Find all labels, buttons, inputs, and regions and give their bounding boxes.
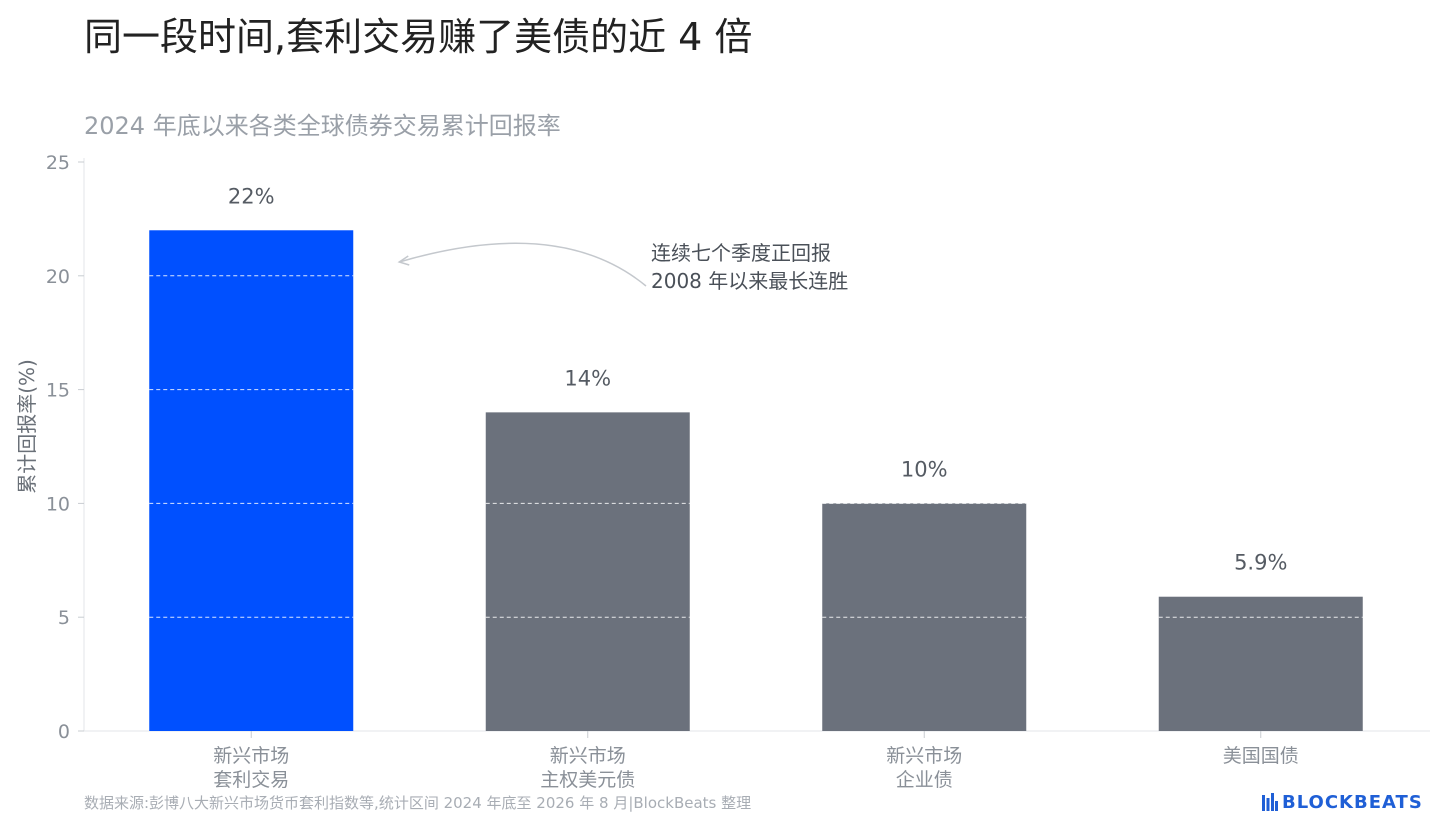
data-label-1: 22% (228, 184, 275, 208)
x-tick-label: 新兴市场 (886, 745, 962, 767)
x-tick-label: 美国国债 (1223, 745, 1299, 767)
data-label-4: 5.9% (1234, 551, 1287, 575)
chart-title: 同一段时间,套利交易赚了美债的近 4 倍 (84, 15, 753, 59)
x-tick-label: 新兴市场 (550, 745, 626, 767)
bar-2 (485, 412, 690, 731)
annotation-arrowhead (397, 255, 410, 266)
bar-4 (1158, 596, 1363, 731)
x-tick-label: 企业债 (896, 769, 953, 791)
bar-1 (149, 230, 354, 731)
data-label-2: 14% (564, 366, 611, 390)
annotation-text-line-2: 2008 年以来最长连胜 (651, 269, 848, 293)
brand-logo: BLOCKBEATS (1262, 792, 1423, 813)
y-axis-label: 累计回报率(%) (15, 359, 39, 494)
plot-area: 0510152025累计回报率(%)22%新兴市场套利交易14%新兴市场主权美元… (15, 152, 1430, 791)
source-footnote: 数据来源:彭博八大新兴市场货币套利指数等,统计区间 2024 年底至 2026 … (84, 794, 752, 812)
annotation-text-line-1: 连续七个季度正回报 (651, 241, 831, 265)
x-tick-label: 新兴市场 (213, 745, 289, 767)
y-tick-label: 25 (46, 152, 70, 174)
blockbeats-logo-icon (1262, 792, 1278, 811)
y-tick-label: 15 (46, 380, 70, 402)
data-label-3: 10% (901, 457, 948, 481)
x-tick-label: 主权美元债 (540, 769, 635, 791)
annotation-arrow (399, 242, 647, 287)
y-tick-label: 5 (58, 607, 70, 629)
brand-name: BLOCKBEATS (1282, 792, 1423, 813)
chart-subtitle: 2024 年底以来各类全球债券交易累计回报率 (84, 112, 561, 140)
y-tick-label: 0 (58, 721, 70, 743)
y-tick-label: 20 (46, 266, 70, 288)
x-tick-label: 套利交易 (213, 769, 289, 791)
y-tick-label: 10 (46, 493, 70, 515)
